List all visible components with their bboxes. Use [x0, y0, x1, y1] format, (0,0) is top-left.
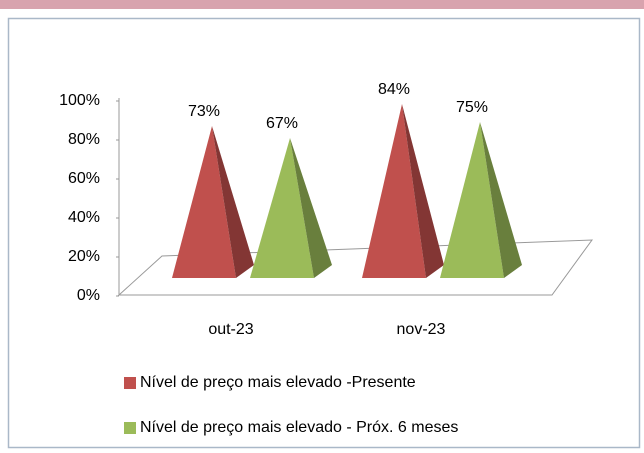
- pyramid: [172, 126, 254, 278]
- legend-swatch: [124, 377, 136, 389]
- data-label: 73%: [188, 103, 220, 120]
- y-tick-label: 20%: [68, 248, 100, 265]
- pyramid-front: [250, 138, 314, 278]
- pyramid: [440, 122, 522, 278]
- pyramid-side: [480, 122, 522, 278]
- pyramid: [362, 104, 444, 278]
- pyramid-side: [212, 126, 254, 278]
- y-tick-label: 60%: [68, 170, 100, 187]
- pyramid-side: [402, 104, 444, 278]
- pyramid-front: [172, 126, 236, 278]
- data-label: 84%: [378, 81, 410, 98]
- top-band: [0, 0, 644, 9]
- data-label: 67%: [266, 115, 298, 132]
- y-tick-label: 80%: [68, 131, 100, 148]
- y-tick-label: 40%: [68, 209, 100, 226]
- legend-swatch: [124, 422, 136, 434]
- legend-label: Nível de preço mais elevado - Próx. 6 me…: [140, 419, 458, 436]
- data-label: 75%: [456, 99, 488, 116]
- x-tick-label: out-23: [208, 321, 253, 338]
- pyramid-front: [440, 122, 504, 278]
- chart-frame: [7, 17, 641, 449]
- pyramid-side: [290, 138, 332, 278]
- pyramid: [250, 138, 332, 278]
- x-tick-label: nov-23: [397, 321, 446, 338]
- pyramid-front: [362, 104, 426, 278]
- legend-label: Nível de preço mais elevado -Presente: [140, 374, 416, 391]
- y-tick-label: 100%: [59, 92, 100, 109]
- y-tick-label: 0%: [77, 287, 100, 304]
